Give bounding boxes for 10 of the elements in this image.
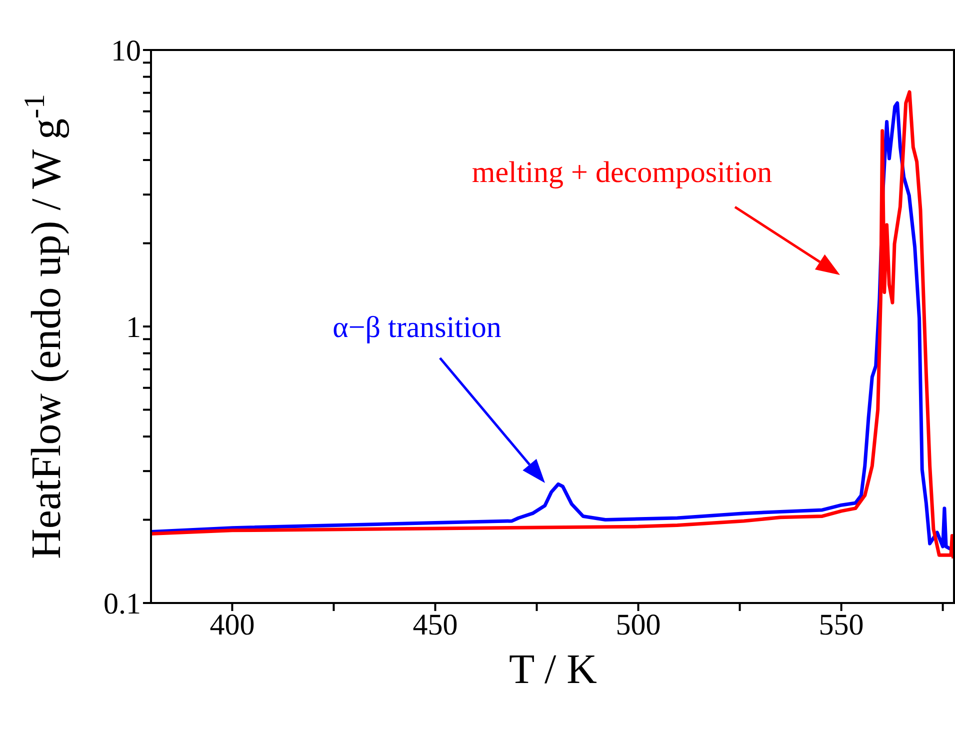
x-tick-label: 400: [210, 608, 255, 642]
x-tick-label: 450: [412, 608, 458, 642]
x-tick-label: 500: [616, 608, 661, 642]
annotation: melting + decomposition: [472, 156, 772, 189]
y-tick-label: 1: [126, 311, 141, 344]
x-tick-label: 550: [818, 608, 864, 642]
y-tick-label: 10: [111, 34, 141, 68]
y-tick-label: 0.1: [104, 588, 141, 621]
annotation: α−β transition: [332, 311, 502, 344]
x-axis-title: T / K: [509, 647, 597, 693]
